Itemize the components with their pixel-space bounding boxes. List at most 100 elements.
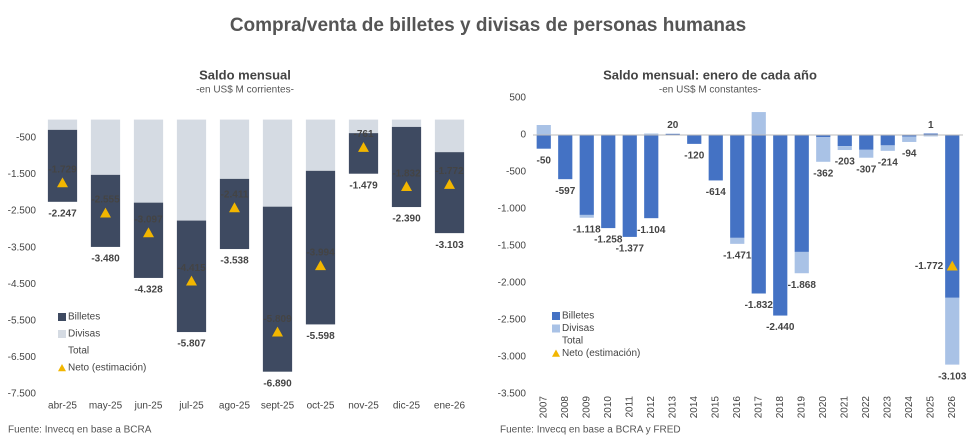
total-label: -1.258: [594, 235, 623, 246]
x-tick-label: 2009: [581, 396, 592, 419]
bar: [644, 133, 659, 135]
bar: [923, 135, 938, 137]
x-tick-label: 2015: [710, 396, 721, 419]
bar: [902, 136, 917, 142]
bar: [219, 119, 250, 179]
legend-swatch: [58, 330, 66, 338]
legend-marker: [552, 349, 560, 357]
chart-subtitle: -en US$ M constantes-: [659, 85, 761, 96]
neto-label: -1.729: [48, 164, 77, 175]
neto-label: -1.832: [392, 168, 421, 179]
bar: [945, 297, 960, 365]
bar: [536, 125, 551, 135]
total-label: -1.471: [723, 250, 752, 261]
bar: [880, 135, 895, 146]
total-label: -3.538: [220, 256, 249, 267]
x-tick-label: 2011: [624, 396, 635, 418]
total-label: -3.103: [435, 240, 464, 251]
y-tick-label: 0: [520, 130, 526, 141]
bar: [644, 135, 659, 219]
x-tick-label: 2013: [667, 396, 678, 419]
bar: [902, 135, 917, 137]
total-label: -307: [856, 164, 876, 175]
bar: [923, 133, 938, 135]
bar: [794, 251, 809, 274]
neto-label: -4.415: [177, 263, 206, 274]
bar: [837, 146, 852, 151]
x-tick-label: 2019: [796, 396, 807, 419]
y-tick-label: -500: [506, 167, 526, 178]
x-tick-label: 2014: [689, 396, 700, 419]
bar: [945, 135, 960, 298]
x-tick-label: nov-25: [348, 401, 379, 412]
x-tick-label: dic-25: [393, 401, 421, 412]
bar: [730, 237, 745, 244]
total-label: -1.377: [616, 244, 645, 255]
legend-marker: [58, 364, 66, 372]
neto-marker: [358, 141, 369, 152]
bar: [391, 119, 422, 127]
bar: [773, 135, 788, 316]
bar: [133, 202, 164, 278]
legend-label: Neto (estimación): [562, 348, 640, 359]
legend-label: Billetes: [68, 312, 100, 323]
x-tick-label: 2012: [646, 396, 657, 419]
total-label: -4.328: [134, 285, 163, 296]
x-tick-label: 2024: [904, 396, 915, 419]
neto-label: -5.809: [263, 314, 292, 325]
total-label: -203: [835, 157, 855, 168]
x-tick-label: 2008: [560, 396, 571, 419]
total-label: -3.103: [938, 371, 967, 382]
neto-marker: [272, 326, 283, 337]
bar: [262, 119, 293, 207]
x-tick-label: 2018: [775, 396, 786, 419]
neto-marker: [444, 178, 455, 189]
bar: [730, 135, 745, 238]
bar: [859, 149, 874, 158]
bar: [751, 112, 766, 135]
bar: [622, 135, 637, 237]
source: Fuente: Invecq en base a BCRA y FRED: [500, 425, 681, 436]
y-tick-label: -5.500: [8, 315, 37, 326]
total-label: -50: [537, 155, 552, 166]
bar: [434, 152, 465, 234]
y-tick-label: -2.500: [8, 206, 37, 217]
bar: [687, 135, 702, 144]
chart-subtitle: -en US$ M corrientes-: [196, 85, 294, 96]
y-tick-label: -7.500: [8, 389, 37, 400]
x-tick-label: ago-25: [219, 401, 251, 412]
bar: [348, 133, 379, 174]
x-tick-label: sept-25: [261, 401, 295, 412]
neto-label: -1.772: [915, 261, 944, 272]
legend-label: Billetes: [562, 311, 594, 322]
x-tick-label: 2010: [603, 396, 614, 419]
y-tick-label: -2.000: [498, 278, 527, 289]
x-tick-label: may-25: [89, 401, 123, 412]
total-label: -1.868: [788, 280, 817, 291]
neto-marker: [401, 181, 412, 192]
x-tick-label: 2026: [947, 396, 958, 419]
y-tick-label: -1.500: [498, 241, 527, 252]
x-tick-label: abr-25: [48, 401, 77, 412]
bar: [601, 135, 616, 229]
bar: [176, 119, 207, 221]
neto-marker: [229, 202, 240, 213]
legend-label: Total: [68, 346, 89, 357]
x-tick-label: 2025: [925, 396, 936, 419]
y-tick-label: -3.000: [498, 352, 527, 363]
bar: [579, 214, 594, 218]
total-label: -120: [684, 151, 704, 162]
total-label: -94: [902, 149, 917, 160]
total-label: -1.832: [745, 300, 774, 311]
total-label: -2.247: [48, 208, 77, 219]
legend-label: Divisas: [68, 329, 100, 340]
bar: [859, 135, 874, 150]
bar: [133, 119, 164, 203]
y-tick-label: -1.000: [498, 204, 527, 215]
bar: [837, 135, 852, 147]
y-tick-label: -1.500: [8, 169, 37, 180]
bar: [816, 135, 831, 138]
x-tick-label: 2020: [818, 396, 829, 419]
neto-marker: [315, 260, 326, 271]
